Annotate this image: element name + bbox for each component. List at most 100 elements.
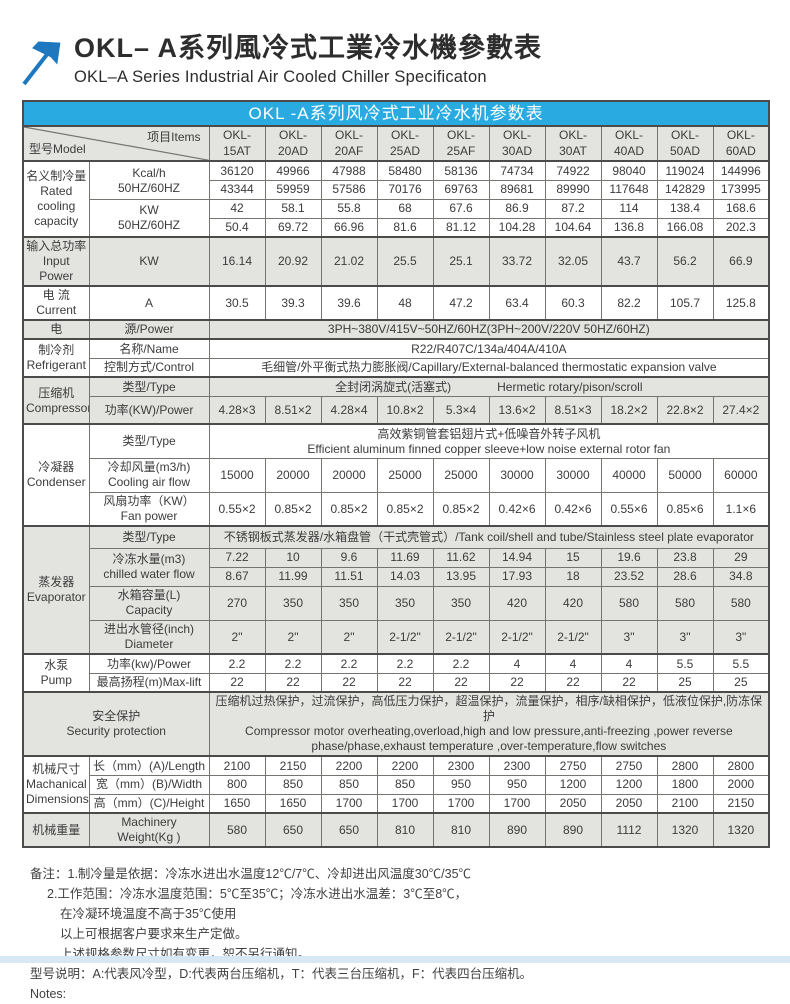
note-line: 2.工作范围：冷冻水温度范围：5℃至35℃；冷冻水进出水温差：3℃至8℃，: [47, 887, 468, 902]
value-cell: 8.67: [208, 566, 266, 587]
value-cell: 2-1/2": [376, 619, 434, 655]
row-current: 电 流 Current A 30.5 39.3 39.6 48 47.2 63.4 60.3…: [22, 285, 770, 321]
section-label-input-power: 输入总功率 Input Power: [22, 236, 90, 287]
corner-header-cell: 型号Model 项目Items: [22, 125, 210, 162]
value-cell: 0.85×6: [656, 491, 714, 527]
value-cell: 850: [264, 774, 322, 795]
row-kcal-60hz: 43344 59959 57586 70176 69763 89681 89990 11764…: [23, 179, 770, 200]
row-label-max-lift: 最高扬程(m)Max-lift: [88, 672, 210, 693]
value-cell: 19.6: [600, 547, 658, 568]
value-cell: 23.8: [656, 547, 714, 568]
section-label-security: 安全保护 Security protection: [22, 691, 210, 757]
section-label-weight: 机械重量: [22, 812, 90, 848]
value-cell: 0.55×6: [600, 491, 658, 527]
value-cell: 2050: [600, 793, 658, 814]
model-header: OKL-25AD: [376, 125, 434, 162]
value-cell: 16.14: [208, 236, 266, 287]
value-cell: 5.3×4: [432, 395, 490, 425]
row-label-type: 类型/Type: [88, 525, 210, 549]
value-cell: 890: [488, 812, 546, 848]
value-cell: 55.8: [320, 198, 378, 219]
row-label-height: 高（mm）(C)/Height: [88, 793, 210, 814]
value-cell: 34.8: [712, 566, 770, 587]
value-cell: 8.51×3: [544, 395, 602, 425]
value-cell: 60000: [712, 457, 770, 493]
row-compressor-type: 压缩机 Compressor 类型/Type 全封闭涡旋式(活塞式) Hermet…: [22, 376, 770, 425]
section-label-refrigerant: 制冷剂 Refrigerant: [22, 338, 90, 378]
note-line: 以上可根据客户要求来生产定做。: [60, 927, 248, 942]
security-protection-value: 压缩机过热保护，过流保护，高低压力保护，超温保护，流量保护，相序/缺相保护，低液…: [208, 691, 770, 757]
value-cell: 39.3: [264, 285, 322, 321]
value-cell: 57586: [320, 179, 378, 200]
value-cell: 25: [656, 672, 714, 693]
value-cell: 2150: [712, 793, 770, 814]
model-header: OKL-25AF: [432, 125, 490, 162]
value-cell: 74734: [488, 160, 546, 181]
row-label-control: 控制方式/Control: [88, 357, 210, 378]
model-header: OKL-40AD: [600, 125, 658, 162]
page-header: OKL– A系列風冷式工業冷水機參數表 OKL–A Series Industr…: [18, 32, 790, 90]
value-cell: 4.28×4: [320, 395, 378, 425]
value-cell: 2800: [712, 755, 770, 776]
section-label-compressor: 压缩机 Compressor: [22, 376, 90, 425]
row-label-width: 宽（mm）(B)/Width: [88, 774, 210, 795]
value-cell: 89681: [488, 179, 546, 200]
value-cell: 22: [208, 672, 266, 693]
row-label-fan-power: 风扇功率（KW） Fan power: [88, 491, 210, 527]
row-chilled-water-50hz: 冷冻水量(m3) chilled water flow 7.22 10 9.6 11.…: [23, 547, 770, 587]
value-cell: 890: [544, 812, 602, 848]
value-cell: 1200: [600, 774, 658, 795]
row-security-protection: 安全保护 Security protection 压缩机过热保护，过流保护，高低…: [22, 691, 770, 757]
value-cell: 47988: [320, 160, 378, 181]
value-cell: 1700: [376, 793, 434, 814]
value-cell: 2300: [488, 755, 546, 776]
model-header: OKL-15AT: [208, 125, 266, 162]
table-title-row: OKL -A系列风冷式工业冷水机参数表: [22, 100, 770, 127]
value-cell: 202.3: [712, 217, 770, 238]
value-cell: 2100: [656, 793, 714, 814]
section-label-pump: 水泵 Pump: [22, 653, 90, 693]
model-header: OKL-30AD: [488, 125, 546, 162]
value-cell: 580: [600, 585, 658, 621]
brand-arrow-icon: [18, 34, 70, 90]
value-cell: 49966: [264, 160, 322, 181]
value-cell: 22: [432, 672, 490, 693]
bottom-accent-strip: [0, 956, 790, 963]
row-label-kcal: Kcal/h 50HZ/60HZ: [88, 160, 210, 200]
value-cell: 18.2×2: [600, 395, 658, 425]
value-cell: 173995: [712, 179, 770, 200]
value-cell: 2200: [376, 755, 434, 776]
value-cell: 4: [488, 653, 546, 674]
value-cell: 2750: [600, 755, 658, 776]
value-cell: 2.2: [264, 653, 322, 674]
compressor-type-zh: 全封闭涡旋式(活塞式): [335, 379, 452, 394]
value-cell: 8.51×2: [264, 395, 322, 425]
value-cell: 86.9: [488, 198, 546, 219]
section-label-condenser: 冷凝器 Condenser: [22, 423, 90, 527]
value-cell: 69.72: [264, 217, 322, 238]
value-cell: 25.1: [432, 236, 490, 287]
value-cell: 138.4: [656, 198, 714, 219]
value-cell: 2-1/2": [544, 619, 602, 655]
value-cell: 142829: [656, 179, 714, 200]
value-cell: 11.62: [432, 547, 490, 568]
value-cell: 2-1/2": [488, 619, 546, 655]
value-cell: 20.92: [264, 236, 322, 287]
value-cell: 125.8: [712, 285, 770, 321]
compressor-type-en: Hermetic rotary/pison/scroll: [497, 379, 643, 394]
row-refrigerant-name: 制冷剂 Refrigerant 名称/Name R22/R407C/134a/4…: [22, 338, 770, 378]
row-evaporator-type: 蒸发器 Evaporator 类型/Type 不锈钢板式蒸发器/水箱盘管（干式壳…: [22, 525, 770, 655]
condenser-type-value: 高效紫铜管套铝翅片式+低噪音外转子风机 Efficient aluminum fi…: [208, 423, 770, 459]
row-width: 宽（mm）(B)/Width 800 850 850 850 950 950 1200 120…: [23, 774, 770, 795]
value-cell: 1320: [712, 812, 770, 848]
value-cell: 0.85×2: [432, 491, 490, 527]
value-cell: 0.85×2: [320, 491, 378, 527]
value-cell: 42: [208, 198, 266, 219]
diagonal-divider: [24, 127, 209, 160]
row-kw-60hz: 50.4 69.72 66.96 81.6 81.12 104.28 104.64 136.8…: [23, 217, 770, 238]
value-cell: 350: [432, 585, 490, 621]
value-cell: 2200: [320, 755, 378, 776]
value-cell: 1700: [432, 793, 490, 814]
value-cell: 350: [376, 585, 434, 621]
value-cell: 950: [432, 774, 490, 795]
